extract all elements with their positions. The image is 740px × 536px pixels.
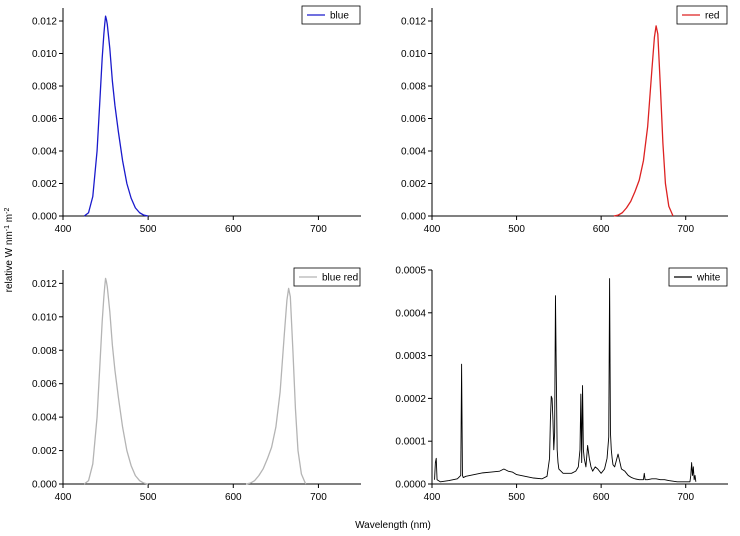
y-tick-label: 0.008 [32, 82, 57, 93]
x-tick-label: 700 [310, 492, 327, 503]
x-axis-title: Wavelength (nm) [355, 520, 431, 531]
legend: blue red [293, 267, 361, 287]
y-tick-label: 0.004 [32, 147, 57, 158]
y-tick-label: 0.010 [32, 312, 57, 323]
legend-label: blue [330, 11, 349, 22]
x-tick-label: 500 [140, 492, 157, 503]
legend-box [301, 5, 361, 25]
y-tick-label: 0.006 [32, 379, 57, 390]
y-tick-label: 0.0001 [395, 437, 426, 448]
y-tick-label: 0.008 [401, 82, 426, 93]
legend-box [293, 267, 361, 287]
chart-panel-1: 400 500 600 700 0.000 0.002 0.004 0.006 0.008 0.0… [32, 5, 361, 235]
y-tick-label: 0.012 [401, 17, 426, 28]
y-tick-label: 0.002 [32, 179, 57, 190]
x-tick-label: 400 [55, 492, 72, 503]
legend-box [676, 5, 728, 25]
y-tick-label: 0.010 [32, 49, 57, 60]
y-tick-label: 0.010 [401, 49, 426, 60]
x-tick-label: 600 [225, 224, 242, 235]
x-tick-label: 600 [593, 492, 610, 503]
x-tick-label: 600 [225, 492, 242, 503]
x-tick-label: 400 [55, 224, 72, 235]
y-tick-label: 0.0002 [395, 394, 426, 405]
chart-panel-3: 400 500 600 700 0.000 0.002 0.004 0.006 0.008 0.0… [32, 267, 361, 503]
legend-label: red [705, 11, 719, 22]
x-tick-label: 700 [677, 224, 694, 235]
x-tick-label: 600 [593, 224, 610, 235]
y-tick-label: 0.006 [32, 114, 57, 125]
y-axis-title-mid: m [4, 214, 15, 225]
y-tick-label: 0.002 [32, 446, 57, 457]
y-axis-title-main: relative W nm [4, 231, 15, 292]
panels: 400 500 600 700 0.000 0.002 0.004 0.006 0.008 0.0… [32, 5, 728, 503]
legend-label: blue red [322, 273, 358, 284]
y-tick-label: 0.0003 [395, 351, 426, 362]
series-line-1 [434, 278, 697, 483]
x-tick-label: 400 [424, 224, 441, 235]
legend: blue [301, 5, 361, 25]
y-tick-label: 0.006 [401, 114, 426, 125]
x-tick-label: 700 [310, 224, 327, 235]
series-line-1 [83, 277, 149, 485]
legend: red [676, 5, 728, 25]
x-tick-label: 400 [424, 492, 441, 503]
legend: white [668, 267, 728, 287]
chart-panel-4: 400 500 600 700 0.0000 0.0001 0.0002 0.0003 0.00… [395, 266, 728, 503]
x-tick-label: 700 [677, 492, 694, 503]
series-line-1 [613, 25, 674, 217]
y-tick-label: 0.0000 [395, 480, 426, 491]
y-tick-label: 0.0004 [395, 308, 426, 319]
y-tick-label: 0.000 [401, 212, 426, 223]
y-tick-label: 0.004 [401, 147, 426, 158]
y-tick-label: 0.004 [32, 413, 57, 424]
x-tick-label: 500 [508, 492, 525, 503]
y-tick-label: 0.002 [401, 179, 426, 190]
y-axis-title-sup2: -2 [4, 208, 11, 214]
y-tick-label: 0.012 [32, 17, 57, 28]
y-axis-title: relative W nm-1 m-2 [4, 208, 16, 293]
x-tick-label: 500 [140, 224, 157, 235]
legend-label: white [696, 273, 721, 284]
y-tick-label: 0.000 [32, 212, 57, 223]
chart-panel-2: 400 500 600 700 0.000 0.002 0.004 0.006 0.008 0.0… [401, 5, 728, 235]
series-line-1 [83, 15, 149, 217]
y-tick-label: 0.008 [32, 346, 57, 357]
x-tick-label: 500 [508, 224, 525, 235]
y-tick-label: 0.0005 [395, 266, 426, 277]
legend-box [668, 267, 728, 287]
series-line-2 [245, 287, 307, 485]
y-axis-title-sup1: -1 [4, 225, 11, 231]
y-tick-label: 0.000 [32, 480, 57, 491]
y-tick-label: 0.012 [32, 279, 57, 290]
